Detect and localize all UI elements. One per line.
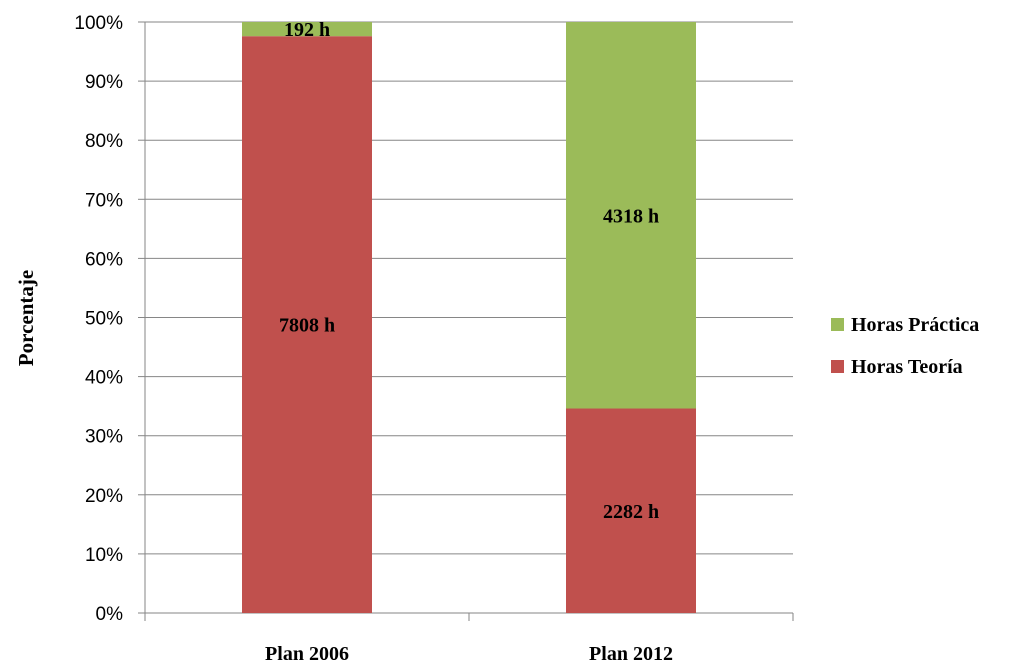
y-tick-label: 20% [85,486,123,507]
y-tick-label: 30% [85,427,123,448]
tick-labels: 0% 10% 20% 30% 40% 50% 60% 70% 80% 90% 100% Plan 20… [74,13,673,665]
legend-label: Horas Práctica [851,314,979,336]
legend-label: Horas Teoría [851,356,963,378]
y-tick-label: 60% [85,249,123,270]
y-tick-label: 80% [85,131,123,152]
bar-segment [566,22,696,409]
y-tick-label: 100% [74,13,123,34]
y-axis-title: Porcentaje [14,270,38,366]
x-category-label: Plan 2006 [265,643,349,665]
bar-segment [242,22,372,37]
legend-swatch [831,360,844,373]
bars [242,22,696,613]
data-labels: 7808 h 192 h 2282 h 4318 h [279,19,659,523]
data-label: 4318 h [603,205,659,227]
y-tick-label: 10% [85,545,123,566]
y-tick-label: 40% [85,368,123,389]
data-label: 192 h [284,19,330,41]
data-label: 7808 h [279,315,335,337]
legend: Horas Práctica Horas Teoría [831,314,979,378]
y-tick-label: 0% [96,604,124,625]
x-category-label: Plan 2012 [589,643,673,665]
y-tick-label: 50% [85,309,123,330]
data-label: 2282 h [603,501,659,523]
y-tick-label: 70% [85,190,123,211]
y-tick-label: 90% [85,72,123,93]
legend-swatch [831,318,844,331]
bar-segment [566,408,696,613]
bar-segment [242,36,372,613]
